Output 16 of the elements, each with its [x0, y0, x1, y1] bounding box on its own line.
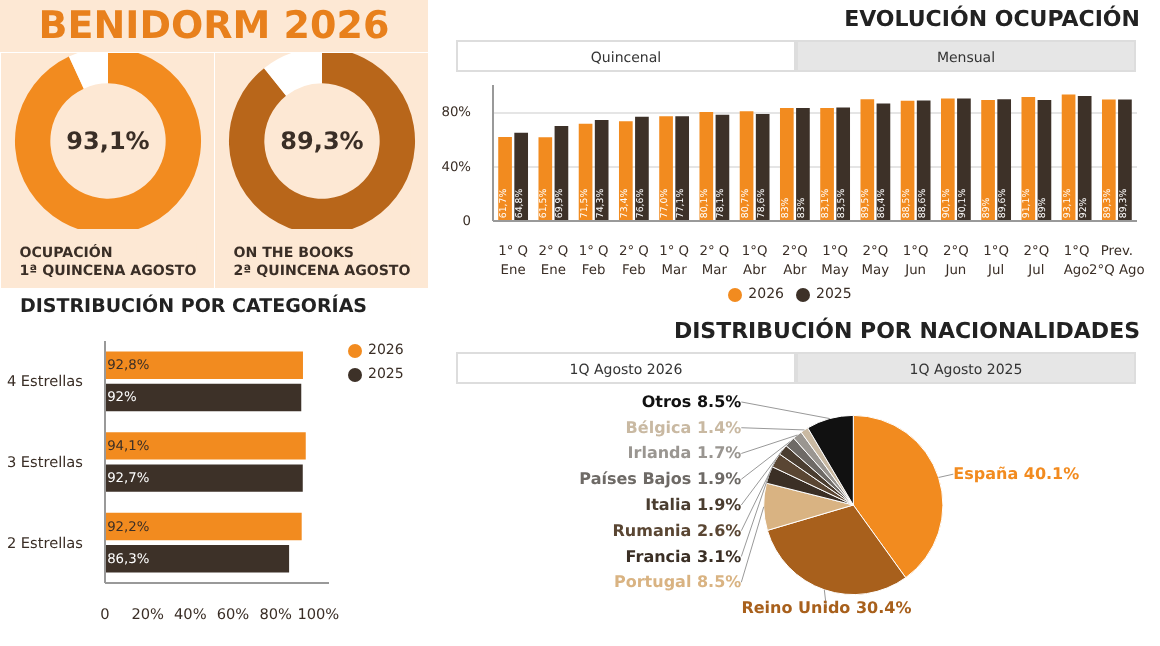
slice-label: Francia 3.1% — [625, 547, 742, 566]
chart-title: DISTRIBUCIÓN POR CATEGORÍAS — [20, 292, 368, 322]
slice-label: Italia 1.9% — [645, 496, 742, 514]
chart-title: DISTRIBUCIÓN POR NACIONALIDADES — [673, 315, 1140, 348]
data-label: 93,1% — [66, 127, 150, 155]
slice-label: España 40.1% — [953, 465, 1080, 484]
slice-label: Países Bajos 1.9% — [579, 470, 742, 489]
slice-label: Portugal 8.5% — [613, 573, 742, 592]
chart-title: EVOLUCIÓN OCUPACIÓN — [844, 3, 1140, 36]
slice-label: Bélgica 1.4% — [625, 418, 742, 437]
chart-title: BENIDORM 2026 — [38, 2, 390, 52]
slice-label: Irlanda 1.7% — [627, 444, 742, 463]
slice-label: Rumania 2.6% — [612, 521, 742, 540]
data-label: 89,3% — [280, 127, 364, 155]
slice-label: Reino Unido 30.4% — [741, 599, 912, 618]
slice-label: Otros 8.5% — [641, 392, 742, 411]
